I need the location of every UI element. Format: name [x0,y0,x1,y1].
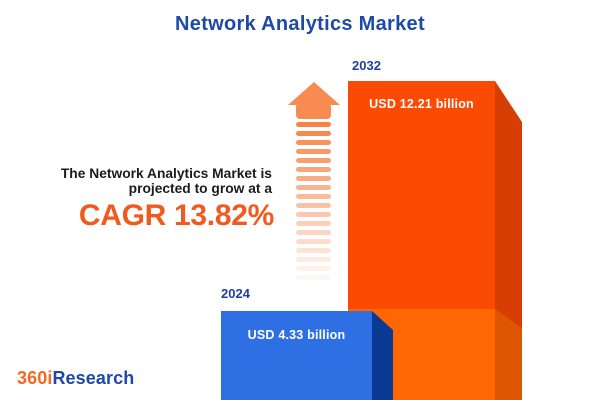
arrow-dash [296,140,331,145]
bar-2024-side-face [372,311,393,400]
arrow-dash [296,239,331,244]
company-logo: 360iResearch [17,368,134,389]
tagline-line2: projected to grow at a [128,181,272,196]
growth-arrow-dashes [296,122,331,284]
arrow-dash [296,122,331,127]
arrow-dash [296,149,331,154]
arrow-dash [296,275,331,280]
logo-part-research: Research [52,368,135,388]
arrow-dash [296,194,331,199]
arrow-dash [296,257,331,262]
arrow-dash [296,167,331,172]
bar-2024-year-label: 2024 [221,286,250,301]
arrow-dash [296,221,331,226]
arrow-dash [296,203,331,208]
page-title: Network Analytics Market [175,13,425,35]
bar-2032-front-upper [348,81,495,309]
arrow-dash [296,230,331,235]
arrow-dash [296,266,331,271]
arrow-dash [296,185,331,190]
bar-2032-side-face [495,81,522,400]
logo-part-360i: 360i [17,368,53,388]
growth-arrow-icon [288,82,340,119]
arrow-dash [296,212,331,217]
bar-2024-front [221,311,372,400]
bar-2032-value-label: USD 12.21 billion [369,97,474,111]
arrow-dash [296,131,331,136]
arrow-dash [296,248,331,253]
tagline-line1: The Network Analytics Market is [60,166,272,181]
bar-2032-year-label: 2032 [352,58,381,73]
arrow-dash [296,158,331,163]
cagr-value: CAGR 13.82% [78,199,274,232]
arrow-dash [296,176,331,181]
tagline-text: The Network Analytics Market is projecte… [28,166,272,196]
bar-2024-value-label: USD 4.33 billion [247,328,346,342]
